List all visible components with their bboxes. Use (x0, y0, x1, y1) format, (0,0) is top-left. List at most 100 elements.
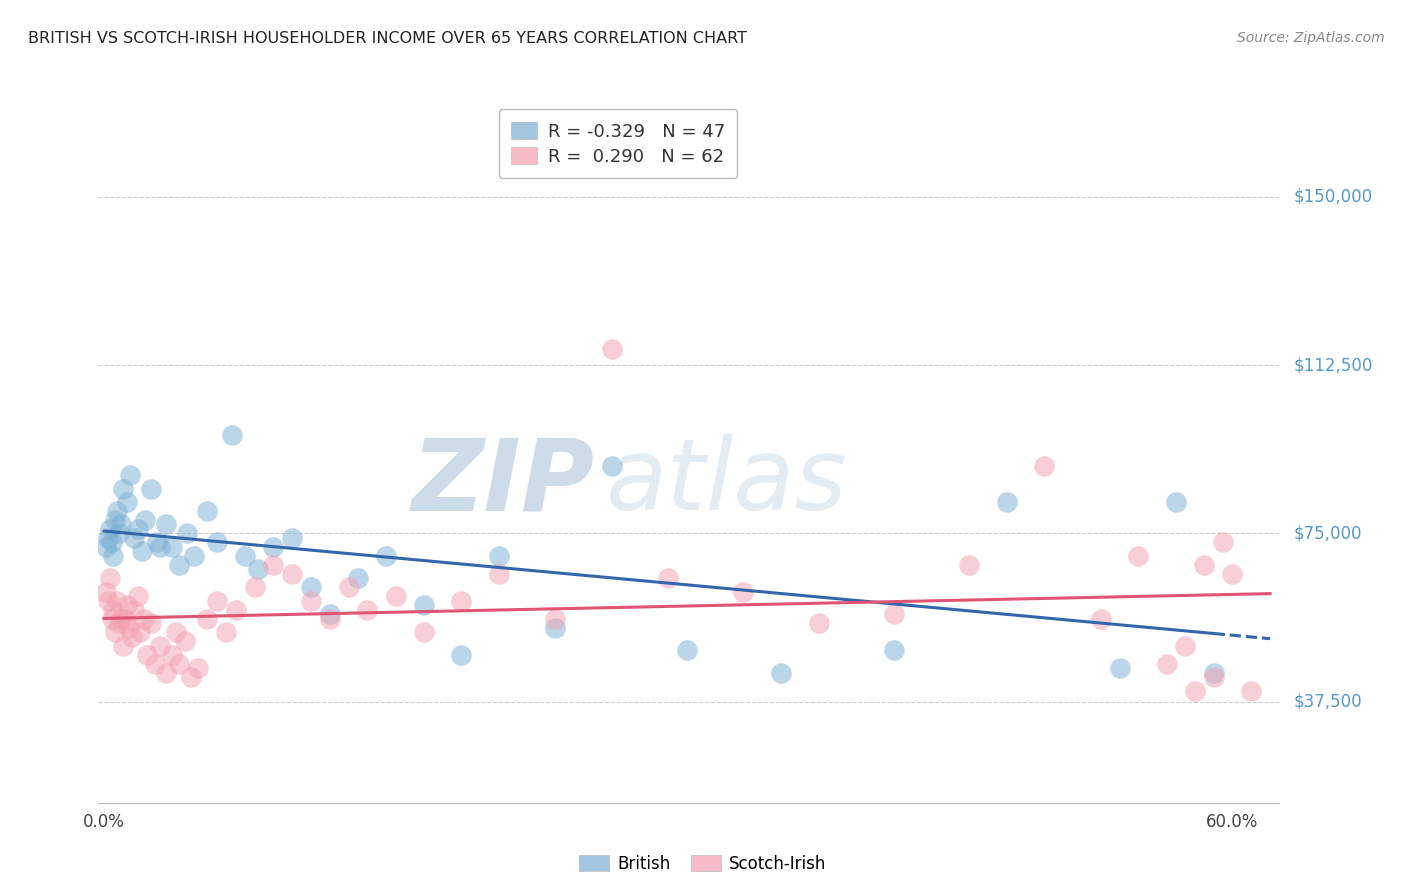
Point (995, 495, 1018, 509)
Point (600, 459, 623, 474)
Point (225, 603, 247, 617)
Point (676, 643, 699, 657)
Point (134, 513, 156, 527)
Point (544, 612, 567, 626)
Point (180, 670, 202, 684)
Point (807, 616, 830, 631)
Point (183, 549, 205, 563)
Point (108, 526, 131, 541)
Point (1156, 657, 1178, 671)
Point (319, 612, 342, 626)
Text: $150,000: $150,000 (1294, 188, 1372, 206)
Point (197, 612, 219, 626)
Point (770, 665, 793, 680)
Point (281, 531, 304, 545)
Point (97, 594, 120, 608)
Point (1033, 459, 1056, 474)
Point (412, 599, 434, 613)
Point (1128, 549, 1150, 563)
Point (174, 634, 197, 648)
Point (169, 558, 191, 572)
Point (120, 468, 142, 483)
Text: $75,000: $75,000 (1294, 524, 1362, 542)
Point (149, 639, 172, 653)
Point (98, 571, 121, 585)
Point (1202, 670, 1225, 684)
Point (1184, 683, 1206, 698)
Point (127, 522, 149, 536)
Point (1222, 566, 1244, 581)
Point (110, 612, 132, 626)
Point (165, 625, 187, 640)
Point (94, 540, 117, 554)
Point (247, 562, 270, 576)
Point (111, 639, 134, 653)
Point (450, 594, 472, 608)
Point (98, 522, 121, 536)
Point (299, 580, 322, 594)
Point (488, 566, 510, 581)
Point (1164, 495, 1187, 509)
Point (100, 612, 122, 626)
Text: ZIP: ZIP (412, 434, 595, 532)
Point (488, 549, 510, 563)
Point (176, 526, 198, 541)
Point (197, 504, 219, 518)
Point (145, 535, 167, 549)
Point (262, 540, 284, 554)
Point (115, 495, 138, 509)
Point (111, 482, 134, 496)
Point (131, 544, 153, 558)
Point (883, 643, 905, 657)
Text: BRITISH VS SCOTCH-IRISH HOUSEHOLDER INCOME OVER 65 YEARS CORRELATION CHART: BRITISH VS SCOTCH-IRISH HOUSEHOLDER INCO… (28, 31, 747, 46)
Point (544, 621, 567, 635)
Point (127, 590, 149, 604)
Point (136, 648, 159, 662)
Point (169, 657, 191, 671)
Point (337, 580, 360, 594)
Point (1192, 558, 1215, 572)
Point (205, 535, 228, 549)
Point (122, 603, 145, 617)
Legend: R = -0.329   N = 47, R =  0.290   N = 62: R = -0.329 N = 47, R = 0.290 N = 62 (499, 109, 737, 178)
Point (104, 625, 127, 640)
Point (1240, 683, 1263, 698)
Point (139, 482, 162, 496)
Point (104, 513, 127, 527)
Point (1108, 661, 1130, 675)
Point (412, 625, 434, 640)
Point (600, 343, 623, 357)
Point (375, 549, 398, 563)
Point (733, 584, 755, 599)
Point (450, 648, 472, 662)
Point (262, 558, 284, 572)
Point (299, 594, 322, 608)
Point (121, 630, 143, 644)
Point (97, 531, 120, 545)
Point (957, 558, 980, 572)
Point (155, 517, 177, 532)
Point (205, 594, 228, 608)
Point (94, 584, 117, 599)
Point (115, 599, 138, 613)
Point (143, 657, 166, 671)
Point (105, 594, 128, 608)
Point (1174, 639, 1197, 653)
Point (114, 612, 136, 626)
Point (883, 607, 905, 622)
Text: Source: ZipAtlas.com: Source: ZipAtlas.com (1237, 31, 1385, 45)
Text: atlas: atlas (606, 434, 848, 532)
Point (233, 549, 256, 563)
Point (347, 571, 370, 585)
Point (117, 621, 139, 635)
Point (128, 625, 150, 640)
Point (139, 616, 162, 631)
Point (105, 504, 128, 518)
Text: $112,500: $112,500 (1294, 356, 1372, 374)
Point (281, 566, 304, 581)
Text: $37,500: $37,500 (1294, 693, 1362, 711)
Point (110, 517, 132, 532)
Point (160, 648, 183, 662)
Point (160, 540, 183, 554)
Point (132, 612, 155, 626)
